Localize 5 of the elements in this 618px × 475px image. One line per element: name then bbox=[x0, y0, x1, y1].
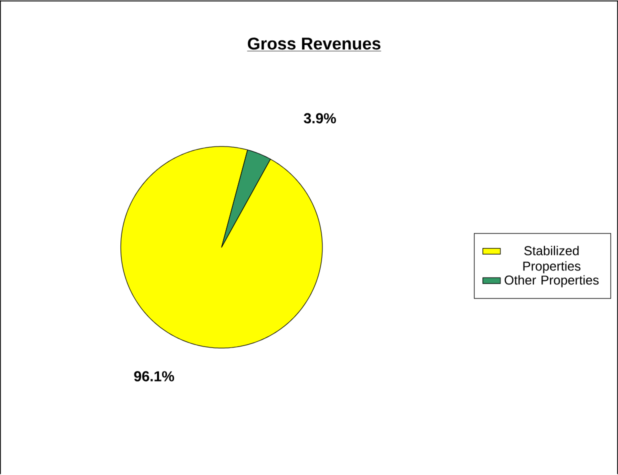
data-label: 3.9% bbox=[304, 113, 336, 124]
chart-title: Gross Revenues bbox=[248, 38, 380, 50]
data-label: 96.1% bbox=[134, 371, 174, 382]
legend-label: Stabilized Properties bbox=[523, 246, 580, 274]
legend-label: Other Properties bbox=[504, 275, 599, 288]
